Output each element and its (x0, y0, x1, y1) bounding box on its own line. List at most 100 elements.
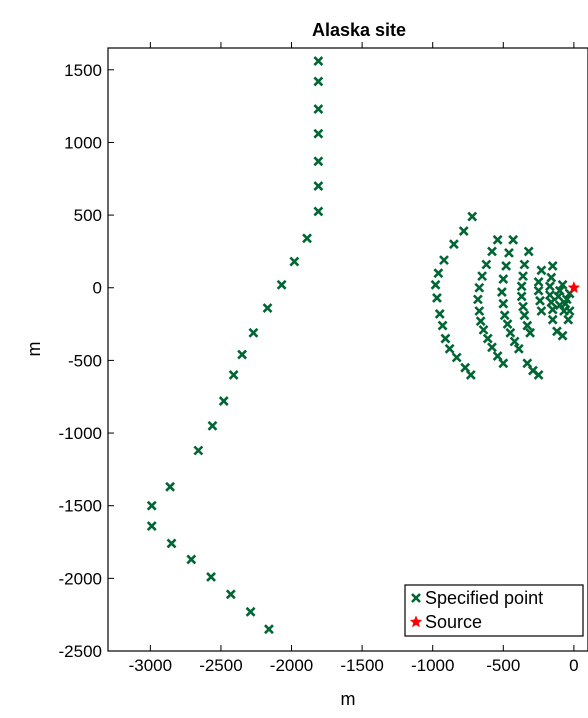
specified-point-marker (508, 234, 519, 245)
specified-point-marker (487, 246, 497, 257)
x-tick-label: -500 (486, 656, 520, 675)
specified-point-marker (505, 327, 516, 338)
specified-point-marker (498, 298, 509, 309)
specified-point-marker (264, 624, 274, 635)
specified-point-marker (560, 298, 571, 309)
x-tick-label: -2000 (270, 656, 313, 675)
specified-point-marker (547, 314, 558, 325)
y-tick-label: -1000 (59, 424, 102, 443)
specified-point-marker (496, 287, 507, 298)
specified-point-marker (519, 310, 530, 321)
y-tick-label: -2500 (59, 642, 102, 661)
x-tick-label: -1500 (340, 656, 383, 675)
specified-point-marker (313, 128, 324, 139)
specified-point-marker (237, 349, 248, 360)
specified-point-marker (146, 521, 157, 531)
specified-point-marker (533, 370, 544, 380)
specified-point-marker (245, 606, 256, 617)
specified-point-marker (522, 320, 533, 331)
specified-point-marker (276, 279, 287, 290)
specified-point-marker (516, 291, 527, 302)
x-tick-label: -2500 (199, 656, 242, 675)
specified-point-marker (186, 554, 197, 565)
data-points (146, 56, 581, 635)
plot-area-frame (107, 47, 588, 652)
specified-point-marker (458, 226, 469, 236)
legend-x-glyph (411, 593, 421, 603)
x-axis-label: m (341, 689, 356, 709)
specified-point-marker (448, 239, 459, 250)
y-tick-label: 0 (93, 279, 102, 298)
legend: Specified point Source (404, 584, 584, 637)
specified-point-marker (482, 333, 493, 344)
specified-point-marker (544, 281, 555, 292)
specified-point-marker (313, 181, 324, 191)
specified-point-marker (525, 327, 536, 338)
specified-point-marker (546, 272, 557, 283)
specified-point-marker (434, 308, 445, 319)
y-axis: 1500 1000 500 0 -500 -1000 -1500 -2000 -2500 (59, 61, 114, 661)
specified-point-marker (535, 295, 545, 306)
specified-point-marker (564, 306, 575, 316)
legend-box (404, 584, 584, 637)
specified-point-marker (146, 500, 157, 511)
x-axis: -3000 -2500 -2000 -1500 -1000 -500 0 (129, 42, 579, 675)
specified-point-marker (502, 319, 513, 329)
specified-point-marker (289, 256, 300, 267)
specified-point-marker (206, 571, 216, 582)
specified-point-marker (544, 290, 555, 300)
legend-source-label: Source (425, 612, 482, 632)
specified-point-marker (225, 589, 236, 600)
specified-point-marker (477, 271, 488, 282)
specified-point-marker (313, 56, 324, 66)
specified-point-marker (467, 211, 478, 222)
specified-point-marker (557, 279, 568, 290)
specified-point-marker (313, 76, 324, 87)
chart-title: Alaska site (312, 20, 406, 40)
specified-point-marker (516, 281, 527, 292)
x-tick-label: 0 (569, 656, 578, 675)
specified-point-marker (557, 330, 568, 341)
specified-point-marker (228, 370, 239, 380)
legend-star-glyph (409, 615, 423, 628)
specified-point-marker (444, 343, 455, 354)
specified-point-marker (547, 304, 558, 315)
specified-point-marker (465, 370, 476, 380)
specified-point-marker (313, 104, 324, 114)
specified-point-marker (474, 306, 485, 316)
specified-point-marker (498, 358, 509, 369)
specified-point-marker (536, 265, 547, 276)
specified-point-marker (193, 445, 204, 456)
source-marker (567, 281, 581, 294)
y-tick-label: 500 (74, 206, 102, 225)
specified-point-marker (499, 310, 510, 321)
y-tick-label: -1500 (59, 497, 102, 516)
specified-point-marker (218, 396, 229, 407)
legend-specified-point-label: Specified point (425, 588, 543, 608)
y-tick-label: 1000 (64, 133, 102, 152)
specified-point-marker (487, 342, 497, 353)
specified-point-marker (432, 292, 442, 303)
specified-point-marker (513, 343, 524, 354)
specified-point-marker (440, 333, 451, 344)
specified-point-marker (248, 327, 259, 338)
specified-point-marker (533, 277, 544, 287)
specified-point-marker (474, 282, 485, 293)
specified-point-marker (165, 481, 176, 492)
specified-point-marker (518, 301, 528, 312)
specified-point-marker (498, 274, 509, 284)
specified-point-marker (509, 336, 520, 347)
specified-point-marker (519, 259, 530, 270)
specified-point-marker (437, 320, 448, 331)
specified-point-marker (536, 306, 547, 316)
specified-point-marker (313, 206, 324, 217)
specified-point-marker (439, 255, 449, 266)
specified-point-marker (451, 352, 462, 363)
specified-point-marker (262, 303, 273, 314)
specified-point-marker (553, 291, 564, 302)
specified-point-marker (313, 156, 324, 167)
specified-point-marker (547, 261, 558, 271)
x-tick-label: -3000 (129, 656, 172, 675)
specified-point-marker (533, 285, 544, 296)
